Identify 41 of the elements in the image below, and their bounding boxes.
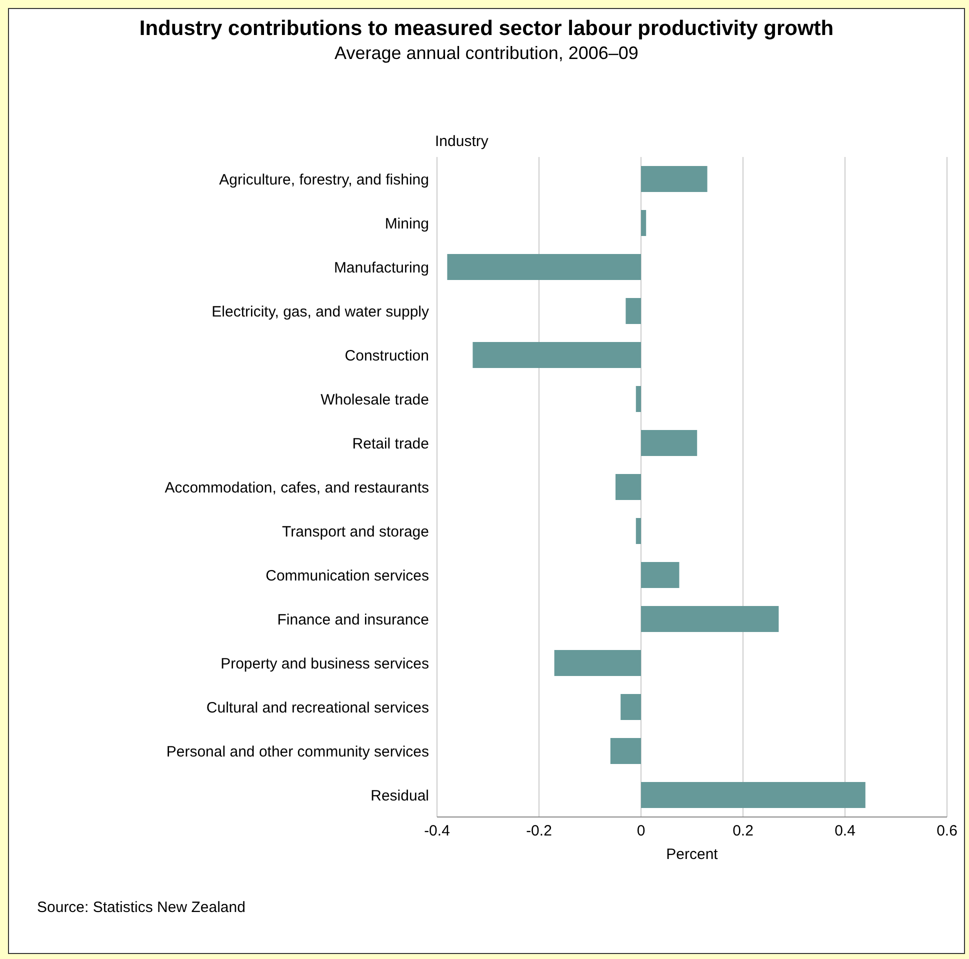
bar: [641, 782, 866, 808]
bar: [554, 650, 641, 676]
bar: [616, 474, 641, 500]
chart-title: Industry contributions to measured sector labour productivity growth: [138, 16, 835, 42]
y-tick-label: Personal and other community services: [166, 743, 429, 760]
y-tick-label: Property and business services: [220, 655, 429, 672]
bar: [620, 694, 641, 720]
y-tick-label: Communication services: [266, 567, 429, 584]
bar: [641, 606, 779, 632]
source-note: Source: Statistics New Zealand: [37, 899, 246, 916]
chart-subtitle: Average annual contribution, 2006–09: [334, 43, 640, 64]
bar: [641, 562, 680, 588]
y-tick-label: Construction: [344, 347, 429, 364]
y-tick-label: Wholesale trade: [320, 391, 429, 408]
bar: [641, 430, 698, 456]
y-tick-label: Finance and insurance: [277, 611, 429, 628]
y-tick-label: Mining: [384, 215, 429, 232]
x-tick-label: 0: [636, 822, 646, 840]
x-tick-label: -0.4: [424, 822, 450, 840]
bar: [447, 254, 641, 280]
bar: [641, 210, 646, 236]
bar: [472, 342, 641, 368]
y-tick-label: Agriculture, forestry, and fishing: [219, 171, 429, 188]
bar: [636, 518, 641, 544]
y-tick-label: Accommodation, cafes, and restaurants: [164, 479, 429, 496]
y-tick-label: Electricity, gas, and water supply: [212, 303, 430, 320]
bar: [636, 386, 641, 412]
x-tick-label: -0.2: [526, 822, 552, 840]
y-tick-label: Cultural and recreational services: [206, 699, 429, 716]
y-tick-label: Residual: [370, 787, 429, 804]
y-tick-label: Transport and storage: [282, 523, 429, 540]
bar: [626, 298, 641, 324]
x-tick-label: 0.2: [732, 822, 754, 840]
y-tick-label: Retail trade: [352, 435, 429, 452]
x-axis-title: Percent: [666, 846, 719, 863]
y-axis-title: Industry: [435, 133, 488, 150]
x-tick-label: 0.6: [936, 822, 958, 840]
x-tick-label: 0.4: [834, 822, 856, 840]
y-tick-label: Manufacturing: [334, 259, 429, 276]
bar: [641, 166, 708, 192]
bar: [610, 738, 641, 764]
